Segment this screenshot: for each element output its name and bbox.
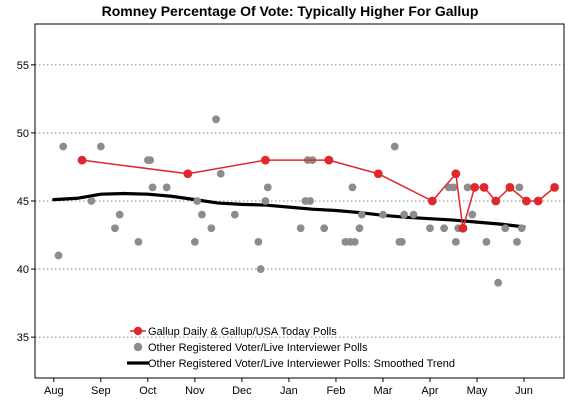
other-poll-point [261,197,270,205]
other-poll-point [87,197,96,205]
other-poll-point [517,224,526,233]
gallup-point [470,182,480,192]
other-poll-point [468,210,477,219]
other-poll-point [263,183,272,192]
other-poll-point [198,210,206,219]
other-poll-point [230,210,239,219]
gallup-point [550,182,559,192]
y-axis: 35 40 45 50 55 [17,60,35,344]
x-tick-label: Oct [139,385,156,397]
other-poll-point [134,237,143,246]
other-poll-point [463,183,472,192]
legend-label-trend: Other Registered Voter/Live Interviewer … [148,358,455,370]
other-poll-point [426,224,434,233]
other-poll-point [254,237,263,246]
legend-label-other: Other Registered Voter/Live Interviewer … [148,342,368,354]
other-poll-point [451,237,460,246]
other-poll-point [256,265,265,273]
legend: Gallup Daily & Gallup/USA Today Polls Ot… [127,326,455,370]
trend-layer [52,191,526,229]
x-tick-label: Feb [326,385,345,397]
other-poll-point [440,224,448,233]
x-tick-label: May [467,385,488,397]
gallup-point [261,155,270,165]
other-poll-point [115,210,124,219]
gallup-point [373,169,383,179]
other-poll-point [212,115,220,124]
gallup-point [451,169,461,179]
other-poll-point [59,142,68,151]
gallup-point [77,155,87,165]
y-tick-label: 45 [17,196,29,208]
legend-label-gallup: Gallup Daily & Gallup/USA Today Polls [148,326,337,338]
gridlines [35,64,564,338]
x-tick-label: Jan [280,385,298,397]
other-poll-point [190,237,199,246]
other-poll-point [390,142,399,151]
other-poll-point [146,156,155,165]
x-tick-label: Mar [373,385,392,397]
x-tick-label: Apr [421,385,438,397]
gallup-point [533,196,543,206]
y-tick-label: 50 [17,128,29,140]
other-poll-point [397,237,406,246]
other-poll-point [350,237,359,246]
other-poll-point [216,169,225,178]
other-poll-point [379,210,387,219]
chart-title: Romney Percentage Of Vote: Typically Hig… [102,3,479,19]
y-tick-label: 35 [17,332,29,344]
x-tick-label: Nov [185,385,205,397]
other-poll-point [494,278,503,287]
gallup-point [427,196,437,206]
other-poll-point [193,197,202,205]
other-poll-point [54,251,63,260]
x-tick-label: Dec [232,385,252,397]
other-poll-point [482,237,491,246]
gallup-point [479,182,489,192]
y-tick-label: 55 [17,60,29,72]
other-poll-point [320,224,329,233]
other-poll-point [409,210,418,219]
other-poll-point [400,210,409,219]
other-poll-point [355,224,364,233]
other-poll-point [207,224,216,233]
legend-swatch-marker-gallup [133,326,143,336]
other-points [54,115,526,287]
other-poll-point [501,224,510,233]
gallup-point [521,196,531,206]
x-tick-label: Aug [44,385,64,397]
other-poll-point [148,183,157,192]
gallup-point [324,155,334,165]
other-poll-point [162,183,171,192]
other-poll-point [515,183,524,192]
other-poll-point [96,142,105,151]
gallup-point [183,169,193,179]
other-poll-point [348,183,357,192]
gallup-point [491,196,501,206]
trend-line [52,191,526,229]
x-axis: Aug Sep Oct Nov Dec Jan Feb Mar Apr May Jun [44,378,533,397]
gallup-point [505,182,515,192]
gallup-point [458,223,468,233]
other-poll-point [111,224,119,233]
x-tick-label: Sep [91,385,111,397]
other-poll-point [449,183,458,192]
y-tick-label: 40 [17,264,29,276]
other-poll-point [513,237,521,246]
other-poll-point [296,224,305,233]
legend-swatch-marker-other [133,342,143,352]
other-poll-point [357,210,366,219]
gallup-layer [77,155,559,233]
x-tick-label: Jun [515,385,533,397]
other-poll-point [306,197,314,205]
